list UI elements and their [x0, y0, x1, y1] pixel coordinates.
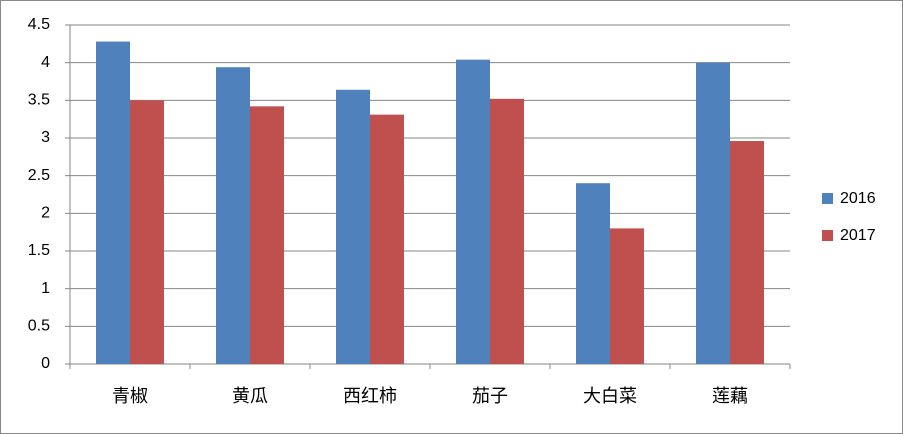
legend-swatch [822, 193, 833, 204]
y-tick-label: 4.5 [28, 16, 50, 33]
bar [696, 62, 730, 365]
x-tick-label: 茄子 [472, 386, 508, 406]
x-tick-label: 西红柿 [343, 386, 397, 406]
y-tick-label: 2 [41, 205, 50, 222]
legend-swatch [822, 230, 833, 241]
bar [730, 141, 764, 364]
bar [610, 228, 644, 364]
legend-label: 2017 [840, 227, 876, 244]
bar [336, 89, 370, 364]
bar [490, 98, 524, 365]
bar [456, 59, 490, 365]
y-tick-label: 4 [41, 54, 50, 71]
y-tick-label: 3 [41, 129, 50, 146]
x-tick-label: 黄瓜 [232, 386, 268, 406]
y-tick-label: 2.5 [28, 167, 50, 184]
bar [96, 41, 130, 364]
bar [250, 106, 284, 365]
bar [216, 67, 250, 364]
bar [130, 100, 164, 364]
x-tick-label: 大白菜 [583, 386, 637, 406]
y-tick-label: 0 [41, 355, 50, 372]
y-tick-label: 3.5 [28, 92, 50, 109]
legend-label: 2016 [840, 190, 876, 207]
x-tick-label: 青椒 [112, 386, 148, 406]
x-tick-label: 莲藕 [712, 386, 748, 406]
bar [576, 183, 610, 364]
bar [370, 114, 404, 364]
y-tick-label: 0.5 [28, 318, 50, 335]
y-tick-label: 1.5 [28, 242, 50, 259]
y-tick-label: 1 [41, 280, 50, 297]
